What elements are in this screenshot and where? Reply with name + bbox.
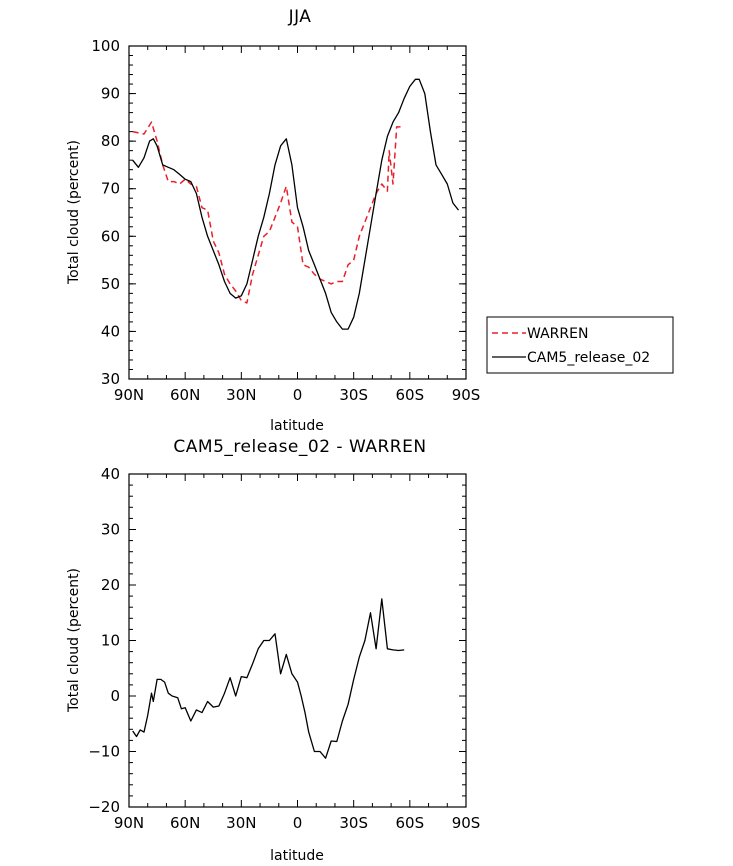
x-tick-label: 60S [396,386,425,404]
plot-frame-top [128,45,467,380]
x-tick-label: 90S [452,814,481,832]
chart-title-bottom: CAM5_release_02 - WARREN [173,437,426,457]
y-tick-label: −10 [88,743,120,761]
series-line-cam5-release-02 [132,78,460,330]
panel-top: JJA 90N 60N 30N 0 30S 60S 90S 30 40 50 60 70 80 90 100… [66,7,674,434]
x-tick-label: 90N [114,814,144,832]
y-tick-label: 60 [101,227,120,245]
y-axis-label-top: Total cloud (percent) [66,140,82,285]
x-axis-label-top: latitude [270,418,324,434]
x-tick-label: 60N [170,386,200,404]
y-tick-label: 80 [101,132,120,150]
panel-bottom: CAM5_release_02 - WARREN 90N 60N 30N 0 30S 60… [66,437,480,864]
x-tick-label: 0 [293,386,303,404]
legend-label-warren: WARREN [527,326,588,342]
series-line-warren [132,121,401,304]
y-tick-label: 0 [110,687,120,705]
y-tick-label: 30 [101,370,120,388]
y-tick-label: 100 [91,37,120,55]
y-axis-label-bottom: Total cloud (percent) [66,568,82,713]
x-tick-label: 90S [452,386,481,404]
x-tick-label: 60N [170,814,200,832]
x-tick-label: 60S [396,814,425,832]
y-tick-label: −20 [88,798,120,816]
legend-box [486,316,674,374]
x-tick-label: 30S [339,814,368,832]
y-tick-label: 40 [101,465,120,483]
y-tick-label: 70 [101,180,120,198]
x-tick-label: 0 [293,814,303,832]
y-tick-label: 50 [101,275,120,293]
plot-frame-bottom [128,473,467,808]
y-tick-label: 10 [101,632,120,650]
chart-title-top: JJA [288,7,312,27]
y-tick-label: 40 [101,322,120,340]
x-tick-label: 30N [226,386,256,404]
legend: WARREN CAM5_release_02 [486,316,674,374]
x-axis-label-bottom: latitude [270,848,324,864]
series-line-difference-bottom [132,598,405,759]
x-tick-label: 30N [226,814,256,832]
x-tick-label: 90N [114,386,144,404]
legend-label-cam5: CAM5_release_02 [527,350,650,366]
y-tick-label: 20 [101,576,120,594]
x-tick-label: 30S [339,386,368,404]
y-tick-label: 90 [101,85,120,103]
y-tick-label: 30 [101,521,120,539]
